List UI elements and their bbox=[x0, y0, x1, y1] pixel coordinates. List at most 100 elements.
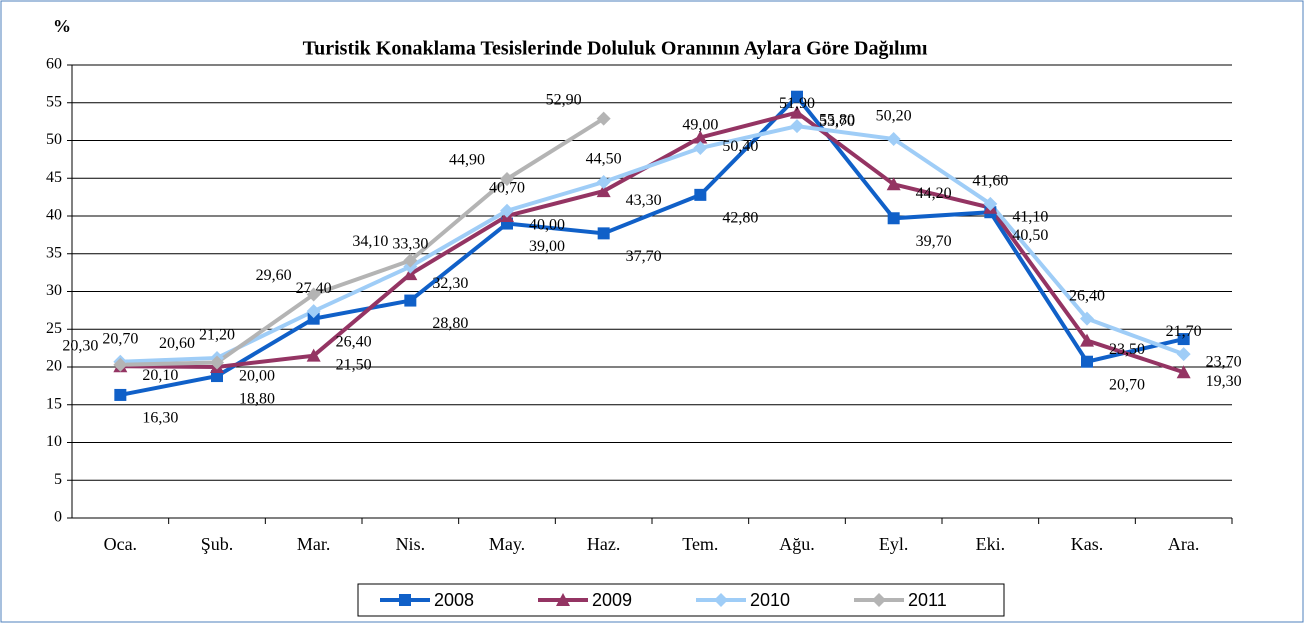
data-point bbox=[596, 184, 611, 198]
legend-label: 2008 bbox=[434, 590, 474, 610]
chart-title: Turistik Konaklama Tesislerinde Doluluk … bbox=[303, 38, 928, 60]
data-label: 29,60 bbox=[256, 267, 292, 284]
data-label: 20,10 bbox=[142, 367, 178, 384]
y-tick-label: 50 bbox=[46, 131, 62, 148]
data-label: 49,00 bbox=[682, 117, 718, 134]
data-label: 21,20 bbox=[199, 327, 235, 344]
data-point bbox=[403, 267, 418, 281]
series-line bbox=[119, 93, 1185, 397]
data-label: 43,30 bbox=[626, 192, 662, 209]
y-tick-label: 35 bbox=[46, 244, 62, 261]
y-tick-label: 20 bbox=[46, 358, 62, 375]
y-tick-label: 25 bbox=[46, 320, 62, 337]
data-label: 44,90 bbox=[449, 152, 485, 169]
x-tick-label: Eki. bbox=[976, 534, 1006, 554]
data-point bbox=[886, 177, 901, 191]
data-label: 23,50 bbox=[1109, 341, 1145, 358]
data-point bbox=[1080, 311, 1094, 326]
legend-marker bbox=[399, 594, 411, 606]
data-point bbox=[1080, 333, 1094, 347]
x-tick-label: Ara. bbox=[1168, 534, 1199, 554]
data-point bbox=[306, 348, 321, 362]
data-point bbox=[887, 212, 900, 225]
data-point bbox=[113, 357, 128, 372]
data-label: 23,70 bbox=[1206, 354, 1242, 371]
legend-label: 2009 bbox=[592, 590, 632, 610]
data-point bbox=[1081, 355, 1093, 368]
data-label: 33,30 bbox=[392, 235, 428, 252]
series-line bbox=[120, 116, 605, 367]
data-point bbox=[306, 287, 321, 302]
data-label: 40,50 bbox=[1012, 227, 1048, 244]
data-point bbox=[886, 131, 901, 146]
data-label: 32,30 bbox=[432, 275, 468, 292]
x-tick-label: Haz. bbox=[587, 534, 620, 554]
data-point bbox=[306, 304, 321, 319]
data-point bbox=[1176, 365, 1191, 379]
data-label: 40,00 bbox=[529, 217, 565, 234]
data-label: 51,90 bbox=[779, 95, 815, 112]
data-point bbox=[693, 130, 708, 144]
data-point bbox=[211, 370, 223, 383]
y-axis-label: % bbox=[53, 16, 71, 36]
data-label: 39,70 bbox=[916, 233, 952, 250]
x-tick-label: Mar. bbox=[297, 534, 331, 554]
data-point bbox=[791, 90, 803, 103]
data-label: 21,70 bbox=[1166, 323, 1202, 340]
data-label: 18,80 bbox=[239, 391, 275, 408]
legend-marker bbox=[556, 593, 570, 606]
legend-marker bbox=[872, 593, 886, 607]
data-label: 55,80 bbox=[819, 111, 855, 128]
data-label: 41,10 bbox=[1012, 208, 1048, 225]
x-tick-label: Oca. bbox=[104, 534, 137, 554]
data-label: 20,00 bbox=[239, 368, 275, 385]
data-label: 53,70 bbox=[819, 113, 855, 130]
y-tick-label: 30 bbox=[46, 282, 62, 299]
data-label: 20,30 bbox=[62, 337, 98, 354]
y-tick-label: 45 bbox=[46, 169, 62, 186]
data-point bbox=[404, 294, 417, 307]
data-point bbox=[210, 355, 224, 370]
data-label: 50,40 bbox=[722, 138, 758, 155]
x-tick-label: Nis. bbox=[396, 534, 426, 554]
data-point bbox=[596, 175, 611, 190]
data-point bbox=[790, 119, 804, 134]
data-label: 40,70 bbox=[489, 179, 525, 196]
data-point bbox=[694, 188, 707, 201]
data-point bbox=[596, 111, 611, 126]
data-label: 42,80 bbox=[722, 210, 758, 227]
y-tick-label: 60 bbox=[46, 56, 62, 73]
y-tick-label: 15 bbox=[46, 395, 62, 412]
data-label: 37,70 bbox=[626, 248, 662, 265]
data-label: 19,30 bbox=[1206, 373, 1242, 390]
series-line bbox=[120, 124, 1185, 364]
data-label: 21,50 bbox=[336, 356, 372, 373]
x-tick-label: Ağu. bbox=[779, 534, 815, 554]
x-tick-label: Kas. bbox=[1071, 534, 1104, 554]
data-point bbox=[114, 388, 127, 401]
x-tick-label: Tem. bbox=[682, 534, 718, 554]
data-label: 39,00 bbox=[529, 238, 565, 255]
data-point bbox=[790, 105, 804, 119]
data-label: 44,50 bbox=[586, 151, 622, 168]
data-label: 20,70 bbox=[102, 330, 138, 347]
x-tick-label: Şub. bbox=[201, 534, 234, 554]
data-point bbox=[500, 172, 514, 187]
legend-marker bbox=[714, 593, 728, 607]
x-tick-label: May. bbox=[489, 534, 525, 554]
y-tick-label: 55 bbox=[46, 93, 62, 110]
data-point bbox=[307, 312, 320, 325]
data-label: 20,60 bbox=[159, 335, 195, 352]
data-label: 28,80 bbox=[432, 315, 468, 332]
data-label: 52,90 bbox=[546, 91, 582, 108]
data-label: 26,40 bbox=[336, 333, 372, 350]
data-point bbox=[693, 141, 708, 156]
data-point bbox=[597, 227, 610, 240]
data-label: 41,60 bbox=[972, 173, 1008, 190]
data-label: 44,20 bbox=[916, 185, 952, 202]
y-tick-label: 0 bbox=[54, 509, 62, 526]
data-label: 50,20 bbox=[876, 108, 912, 125]
data-label: 26,40 bbox=[1069, 287, 1105, 304]
